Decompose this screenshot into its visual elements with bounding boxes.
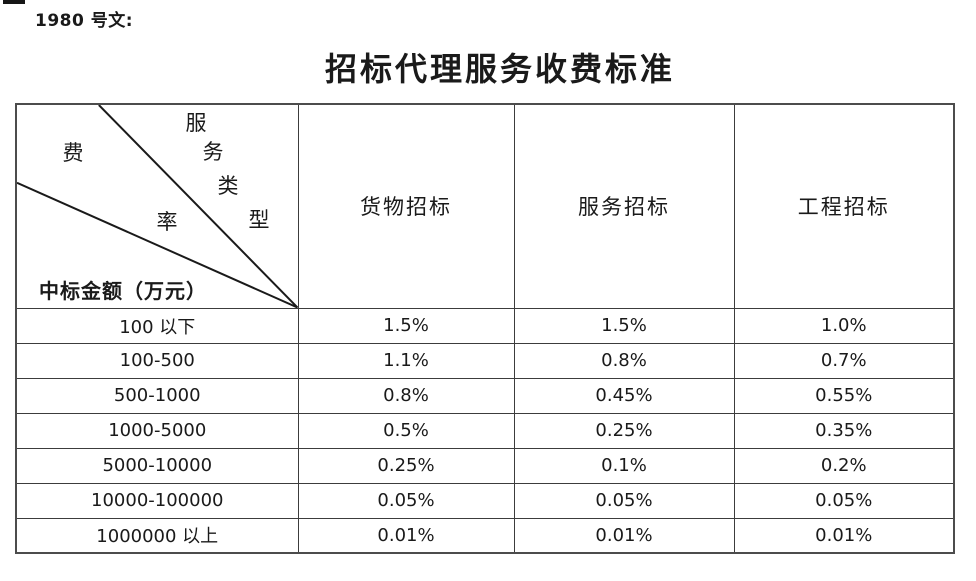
amount-range-cell: 1000-5000 — [15, 412, 299, 449]
amount-range-cell: 500-1000 — [15, 377, 299, 414]
column-header-engineering: 工程招标 — [733, 103, 955, 309]
document-reference: 1980 号文: — [35, 11, 134, 31]
table-row: 1000000 以上 0.01% 0.01% 0.01% — [15, 517, 955, 554]
table-row: 500-1000 0.8% 0.45% 0.55% — [15, 377, 955, 414]
rate-cell: 0.05% — [297, 482, 515, 519]
column-header-goods: 货物招标 — [297, 103, 515, 309]
rate-cell: 0.8% — [513, 342, 735, 379]
rate-cell: 0.01% — [733, 517, 955, 554]
rate-cell: 1.5% — [297, 307, 515, 344]
diagonal-corner-header: 服 务 类 型 费 率 中标金额（万元） — [17, 105, 298, 308]
rate-cell: 0.45% — [513, 377, 735, 414]
page-title: 招标代理服务收费标准 — [324, 51, 675, 87]
scan-edge-artifact — [3, 0, 25, 4]
amount-range-cell: 100-500 — [15, 342, 299, 379]
amount-range-cell: 1000000 以上 — [15, 517, 299, 554]
corner-char-service-type-1: 服 — [185, 111, 207, 135]
fee-standard-table: 服 务 类 型 费 率 中标金额（万元） 货物招标 服务招标 工程招标 100 … — [15, 103, 955, 554]
rate-cell: 1.1% — [297, 342, 515, 379]
rate-cell: 0.2% — [733, 447, 955, 484]
rate-cell: 0.01% — [297, 517, 515, 554]
corner-char-service-type-4: 型 — [248, 208, 270, 232]
rate-cell: 0.5% — [297, 412, 515, 449]
rate-cell: 0.05% — [513, 482, 735, 519]
corner-char-service-type-2: 务 — [202, 140, 224, 164]
corner-char-rate-1: 费 — [62, 141, 84, 165]
rate-cell: 0.1% — [513, 447, 735, 484]
rate-cell: 0.05% — [733, 482, 955, 519]
rate-cell: 0.25% — [513, 412, 735, 449]
rate-cell: 0.25% — [297, 447, 515, 484]
corner-char-service-type-3: 类 — [217, 174, 239, 198]
table-row: 100 以下 1.5% 1.5% 1.0% — [15, 307, 955, 344]
table-row: 1000-5000 0.5% 0.25% 0.35% — [15, 412, 955, 449]
table-row: 10000-100000 0.05% 0.05% 0.05% — [15, 482, 955, 519]
diagonal-line-upper — [98, 105, 298, 308]
diagonal-divider-lines — [17, 105, 298, 308]
row-axis-label: 中标金额（万元） — [39, 281, 207, 303]
rate-cell: 0.35% — [733, 412, 955, 449]
table-row: 100-500 1.1% 0.8% 0.7% — [15, 342, 955, 379]
corner-char-rate-2: 率 — [156, 210, 178, 234]
amount-range-cell: 100 以下 — [15, 307, 299, 344]
diagonal-corner-header-cell: 服 务 类 型 费 率 中标金额（万元） — [15, 103, 299, 309]
diagonal-line-lower — [17, 181, 298, 308]
rate-cell: 0.7% — [733, 342, 955, 379]
table-header-row: 服 务 类 型 费 率 中标金额（万元） 货物招标 服务招标 工程招标 — [15, 103, 955, 309]
amount-range-cell: 5000-10000 — [15, 447, 299, 484]
rate-cell: 1.5% — [513, 307, 735, 344]
rate-cell: 0.01% — [513, 517, 735, 554]
column-header-services: 服务招标 — [513, 103, 735, 309]
rate-cell: 1.0% — [733, 307, 955, 344]
rate-cell: 0.8% — [297, 377, 515, 414]
rate-cell: 0.55% — [733, 377, 955, 414]
amount-range-cell: 10000-100000 — [15, 482, 299, 519]
table-row: 5000-10000 0.25% 0.1% 0.2% — [15, 447, 955, 484]
